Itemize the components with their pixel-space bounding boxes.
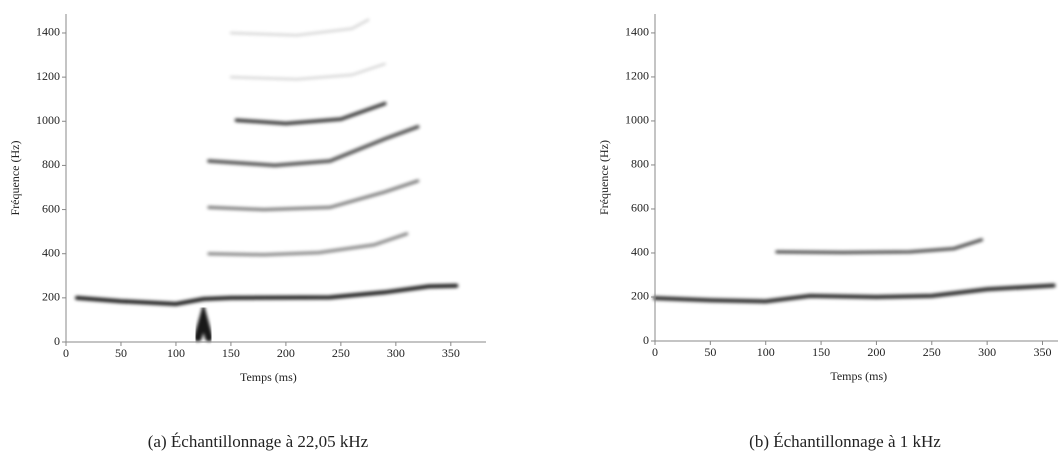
x-tick-label: 200 xyxy=(867,345,885,359)
spectral-trace xyxy=(207,179,420,212)
y-tick-label: 1200 xyxy=(36,69,60,83)
x-tick-label: 150 xyxy=(222,346,240,360)
y-tick-label: 600 xyxy=(631,201,649,215)
y-tick-label: 0 xyxy=(643,333,649,347)
spectral-trace xyxy=(775,238,984,255)
y-axis-label: Fréquence (Hz) xyxy=(8,141,22,216)
spectral-trace xyxy=(75,283,459,307)
x-tick-label: 0 xyxy=(63,346,69,360)
y-tick-label: 1400 xyxy=(625,25,649,39)
y-tick-label: 200 xyxy=(631,289,649,303)
x-tick-label: 0 xyxy=(652,345,658,359)
y-tick-label: 600 xyxy=(42,201,60,215)
caption: (b) Échantillonnage à 1 kHz xyxy=(749,432,941,451)
y-tick-label: 1000 xyxy=(625,113,649,127)
spectral-trace xyxy=(193,302,213,342)
spectral-trace xyxy=(653,283,1056,304)
y-tick-label: 0 xyxy=(54,334,60,348)
x-tick-label: 300 xyxy=(387,346,405,360)
x-tick-label: 50 xyxy=(704,345,716,359)
x-tick-label: 350 xyxy=(1034,345,1052,359)
x-tick-label: 200 xyxy=(277,346,295,360)
y-tick-label: 200 xyxy=(42,290,60,304)
x-tick-label: 300 xyxy=(978,345,996,359)
spectral-trace xyxy=(234,101,387,126)
x-tick-label: 350 xyxy=(442,346,460,360)
x-tick-label: 250 xyxy=(923,345,941,359)
x-tick-label: 100 xyxy=(167,346,185,360)
y-tick-label: 1200 xyxy=(625,69,649,83)
y-tick-label: 1000 xyxy=(36,113,60,127)
y-tick-label: 800 xyxy=(631,157,649,171)
x-tick-label: 50 xyxy=(115,346,127,360)
x-tick-label: 100 xyxy=(757,345,775,359)
y-tick-label: 800 xyxy=(42,157,60,171)
y-tick-label: 400 xyxy=(631,245,649,259)
spectral-trace xyxy=(229,18,370,37)
x-axis-label: Temps (ms) xyxy=(240,370,297,384)
spectral-trace xyxy=(207,232,409,257)
panel: 0 50 100 150 200 250 300 350 0 200 400 600 800 1000 12… xyxy=(597,14,1058,451)
spectral-trace xyxy=(229,62,386,81)
spectral-trace xyxy=(207,125,420,168)
y-tick-label: 1400 xyxy=(36,25,60,39)
y-axis-label: Fréquence (Hz) xyxy=(597,140,611,215)
y-tick-label: 400 xyxy=(42,245,60,259)
panel: 0 50 100 150 200 250 300 350 0 200 400 600 800 1000 12… xyxy=(8,14,486,451)
x-axis-label: Temps (ms) xyxy=(830,369,887,383)
x-tick-label: 250 xyxy=(332,346,350,360)
x-tick-label: 150 xyxy=(812,345,830,359)
caption: (a) Échantillonnage à 22,05 kHz xyxy=(148,432,369,451)
